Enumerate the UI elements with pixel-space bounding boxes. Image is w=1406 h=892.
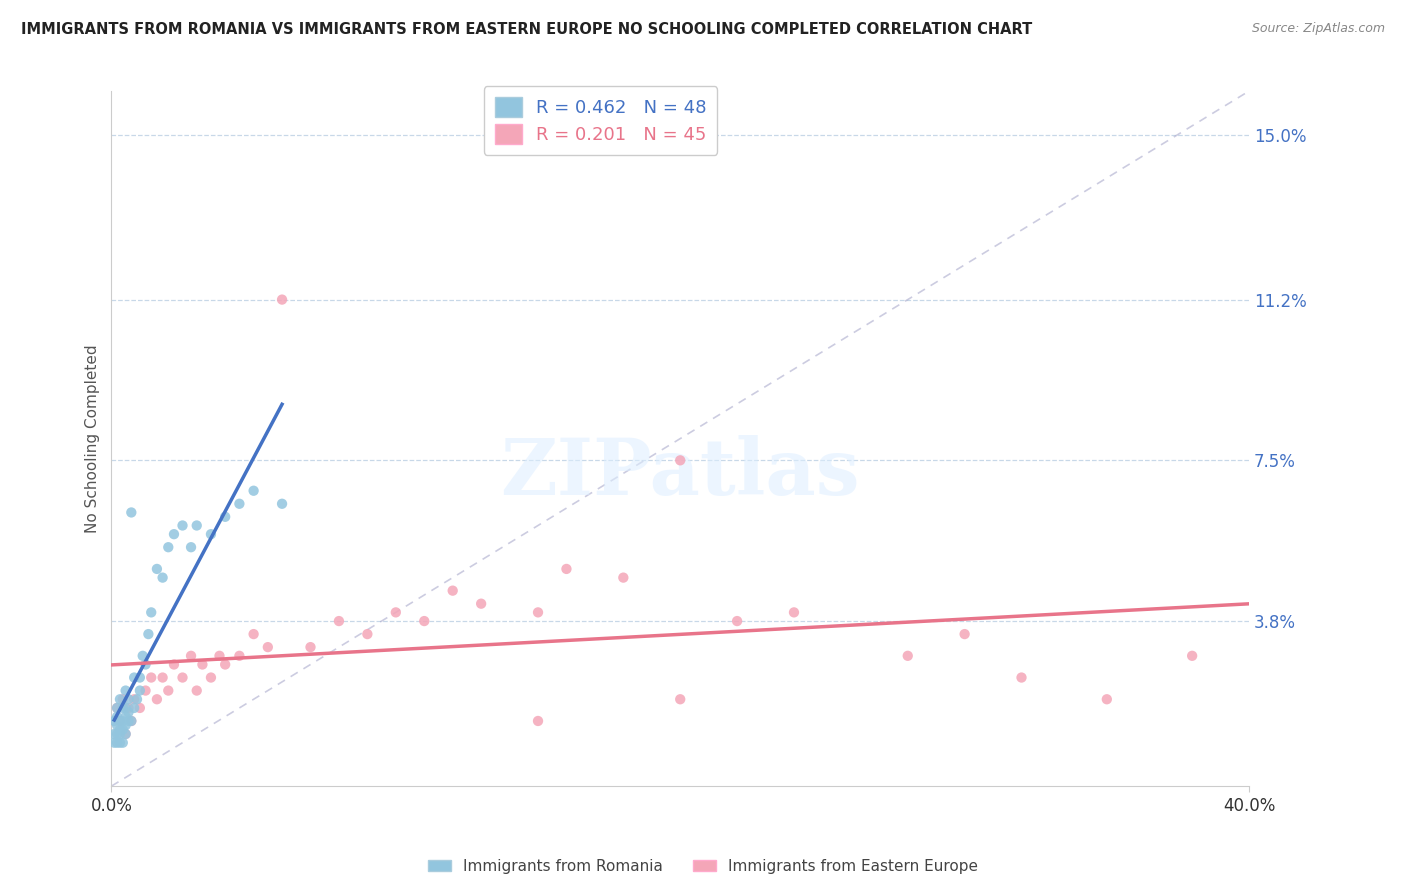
Point: [527, 606, 550, 620]
Point: [117, 706, 139, 720]
Point: [242, 483, 264, 498]
Point: [441, 583, 464, 598]
Text: Source: ZipAtlas.com: Source: ZipAtlas.com: [1251, 22, 1385, 36]
Point: [114, 727, 136, 741]
Point: [328, 614, 350, 628]
Point: [111, 714, 134, 728]
Point: [146, 692, 169, 706]
Legend: Immigrants from Romania, Immigrants from Eastern Europe: Immigrants from Romania, Immigrants from…: [422, 853, 984, 880]
Point: [105, 736, 128, 750]
Point: [163, 657, 186, 672]
Point: [120, 714, 142, 728]
Text: IMMIGRANTS FROM ROMANIA VS IMMIGRANTS FROM EASTERN EUROPE NO SCHOOLING COMPLETED: IMMIGRANTS FROM ROMANIA VS IMMIGRANTS FR…: [21, 22, 1032, 37]
Point: [1011, 671, 1033, 685]
Point: [200, 527, 222, 541]
Point: [191, 657, 214, 672]
Point: [125, 692, 148, 706]
Point: [111, 723, 134, 737]
Point: [413, 614, 436, 628]
Point: [385, 606, 408, 620]
Point: [208, 648, 231, 663]
Point: [108, 714, 131, 728]
Point: [114, 718, 136, 732]
Point: [114, 701, 136, 715]
Point: [120, 714, 142, 728]
Point: [135, 683, 157, 698]
Point: [356, 627, 378, 641]
Point: [242, 627, 264, 641]
Text: ZIPatlas: ZIPatlas: [501, 435, 860, 511]
Point: [228, 648, 250, 663]
Point: [122, 701, 145, 715]
Point: [186, 518, 208, 533]
Point: [117, 701, 139, 715]
Point: [103, 736, 125, 750]
Point: [953, 627, 976, 641]
Point: [122, 671, 145, 685]
Point: [105, 727, 128, 741]
Point: [214, 657, 236, 672]
Point: [117, 714, 139, 728]
Point: [157, 683, 180, 698]
Point: [271, 293, 294, 307]
Point: [108, 723, 131, 737]
Point: [725, 614, 748, 628]
Point: [108, 692, 131, 706]
Point: [1181, 648, 1204, 663]
Legend: R = 0.462   N = 48, R = 0.201   N = 45: R = 0.462 N = 48, R = 0.201 N = 45: [484, 87, 717, 155]
Point: [163, 527, 186, 541]
Point: [138, 627, 160, 641]
Point: [669, 453, 692, 467]
Point: [897, 648, 920, 663]
Point: [108, 714, 131, 728]
Point: [111, 701, 134, 715]
Point: [131, 648, 153, 663]
Point: [172, 671, 194, 685]
Point: [105, 718, 128, 732]
Point: [105, 701, 128, 715]
Point: [114, 727, 136, 741]
Point: [120, 506, 142, 520]
Point: [108, 727, 131, 741]
Point: [105, 701, 128, 715]
Point: [105, 709, 128, 723]
Point: [111, 736, 134, 750]
Point: [141, 671, 163, 685]
Point: [128, 701, 150, 715]
Point: [141, 606, 163, 620]
Point: [122, 692, 145, 706]
Point: [128, 671, 150, 685]
Point: [152, 571, 174, 585]
Point: [117, 692, 139, 706]
Point: [200, 671, 222, 685]
Point: [172, 518, 194, 533]
Point: [180, 648, 202, 663]
Point: [470, 597, 492, 611]
Y-axis label: No Schooling Completed: No Schooling Completed: [86, 344, 100, 533]
Point: [527, 714, 550, 728]
Point: [228, 497, 250, 511]
Point: [669, 692, 692, 706]
Point: [111, 692, 134, 706]
Point: [103, 727, 125, 741]
Point: [1095, 692, 1118, 706]
Point: [108, 736, 131, 750]
Point: [555, 562, 578, 576]
Point: [271, 497, 294, 511]
Point: [103, 714, 125, 728]
Point: [157, 540, 180, 554]
Point: [146, 562, 169, 576]
Point: [152, 671, 174, 685]
Point: [783, 606, 806, 620]
Point: [186, 683, 208, 698]
Point: [214, 509, 236, 524]
Point: [612, 571, 634, 585]
Point: [180, 540, 202, 554]
Point: [299, 640, 322, 654]
Point: [114, 709, 136, 723]
Point: [114, 683, 136, 698]
Point: [135, 657, 157, 672]
Point: [256, 640, 278, 654]
Point: [128, 683, 150, 698]
